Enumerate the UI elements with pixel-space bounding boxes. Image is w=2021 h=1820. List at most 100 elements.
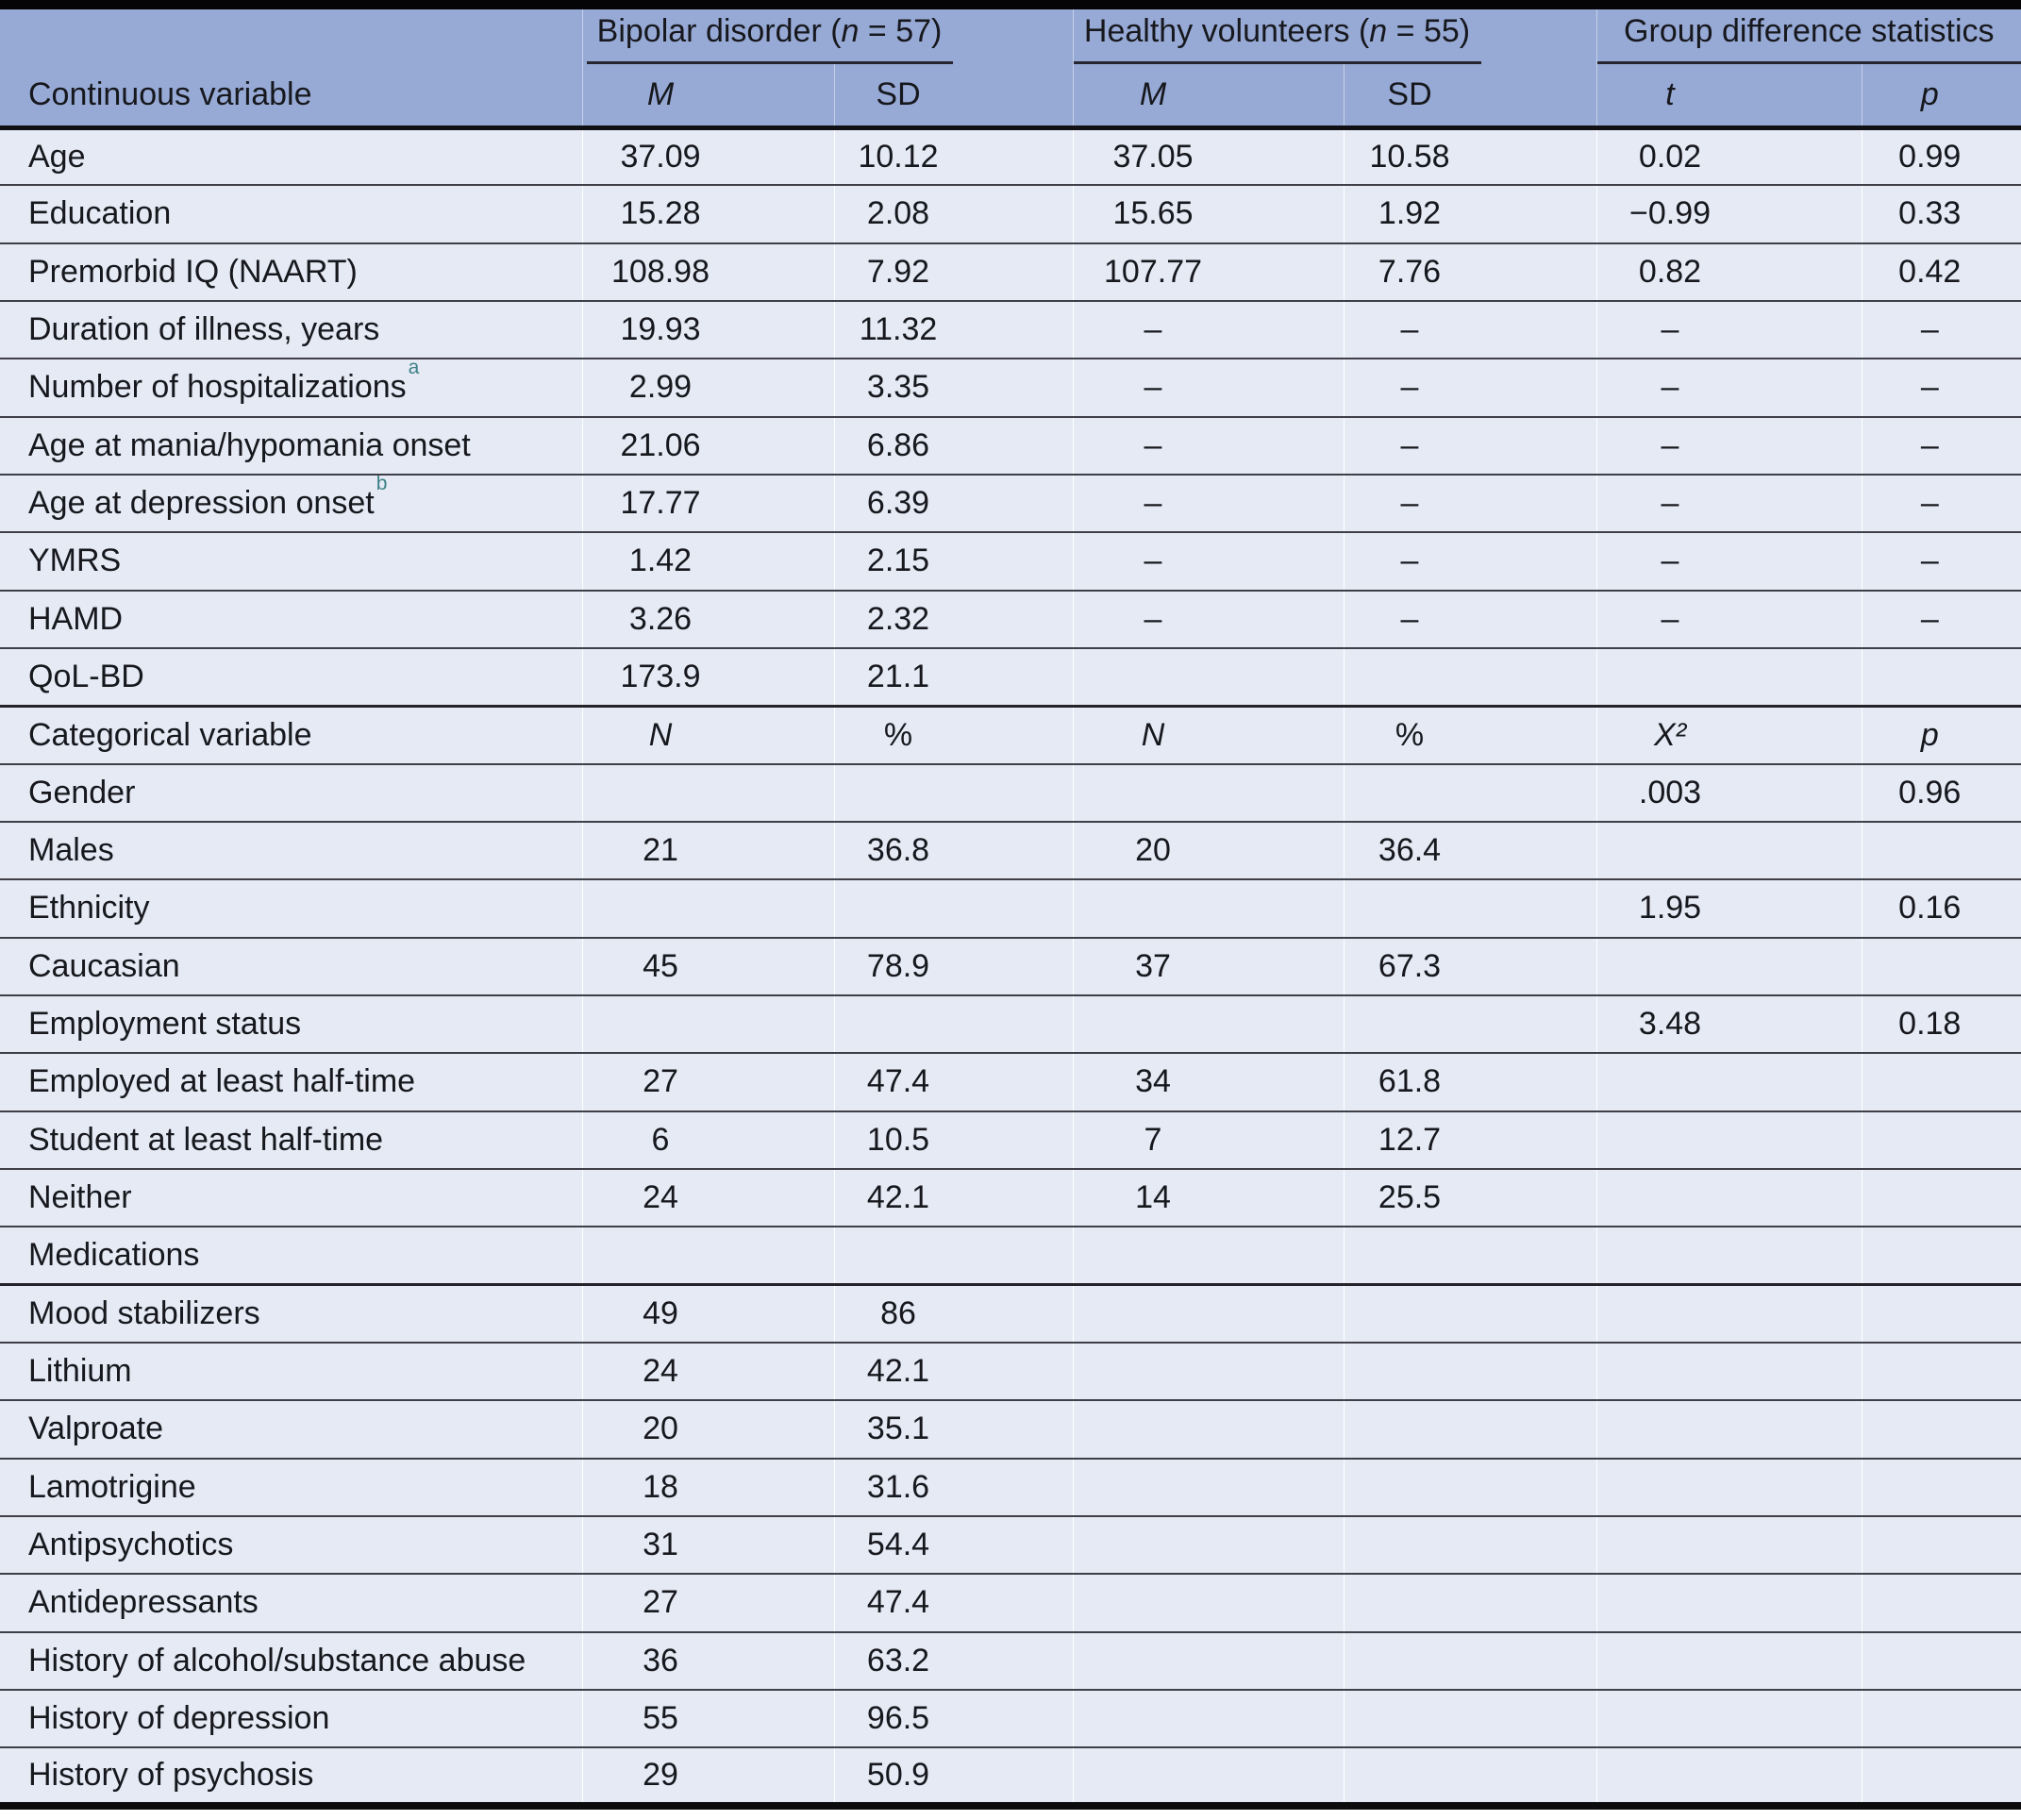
data-cell — [1072, 646, 1345, 707]
data-cell: 36.4 — [1343, 820, 1597, 880]
row-label: Premorbid IQ (NAART) — [0, 242, 582, 301]
data-cell — [1861, 1688, 2021, 1748]
table-row: Antipsychotics 31 54.4 — [0, 1514, 2021, 1575]
data-cell — [1861, 1514, 2021, 1575]
data-cell — [1861, 1573, 2021, 1632]
data-cell: 0.42 — [1861, 242, 2021, 301]
row-label: Antidepressants — [0, 1573, 582, 1632]
row-label: Males — [0, 820, 582, 880]
data-cell: 2.32 — [833, 589, 1074, 648]
row-label: Antipsychotics — [0, 1514, 582, 1575]
row-label-text: Employed at least half-time — [28, 1063, 416, 1100]
row-label-text: Antidepressants — [28, 1584, 259, 1621]
table-body: Age 37.09 10.12 37.05 10.58 0.02 0.99 Education… — [0, 127, 2021, 1810]
group-title-bipolar: Bipolar disorder (n = 57) — [586, 13, 953, 64]
table-row: Education 15.28 2.08 15.65 1.92 −0.99 0.33 — [0, 184, 2021, 243]
row-label-text: Caucasian — [28, 947, 180, 984]
table-row: Age at mania/hypomania onset 21.06 6.86– – –… — [0, 415, 2021, 475]
row-label-text: History of depression — [28, 1700, 330, 1737]
row-label-text: Age at mania/hypomania onset — [28, 426, 471, 463]
data-cell — [1343, 1226, 1597, 1285]
data-cell — [1072, 1399, 1345, 1459]
data-cell — [1861, 1399, 2021, 1459]
data-cell — [1861, 1746, 2021, 1810]
data-cell: 17.77 — [581, 473, 834, 533]
data-cell: 0.02 — [1595, 127, 1862, 186]
data-cell: – — [1072, 531, 1345, 591]
data-cell: 1.42 — [581, 531, 834, 591]
row-label: Number of hospitalizationsa — [0, 358, 582, 417]
data-cell — [1595, 1226, 1862, 1285]
data-cell: 47.4 — [833, 1573, 1074, 1632]
data-cell — [1072, 1573, 1345, 1632]
table-row: History of alcohol/substance abuse 36 63.2 — [0, 1630, 2021, 1690]
data-cell — [1595, 1110, 1862, 1169]
data-cell — [1343, 1514, 1597, 1575]
italic-n: n — [841, 13, 860, 49]
row-label-text: Medications — [28, 1237, 200, 1274]
row-label-text: History of psychosis — [28, 1756, 314, 1793]
data-cell — [1861, 936, 2021, 995]
row-label-text: Neither — [28, 1179, 132, 1216]
data-cell: .003 — [1595, 762, 1862, 822]
data-cell: 10.58 — [1343, 127, 1597, 186]
data-cell — [1595, 1052, 1862, 1111]
data-cell: – — [1343, 531, 1597, 591]
row-label-text: Age — [28, 138, 86, 175]
data-cell — [1595, 1688, 1862, 1748]
data-cell: 18 — [581, 1457, 834, 1516]
data-cell: 1.95 — [1595, 878, 1862, 938]
data-cell: 63.2 — [833, 1630, 1074, 1690]
data-cell: 86 — [833, 1283, 1074, 1343]
row-label: HAMD — [0, 589, 582, 648]
data-cell: 61.8 — [1343, 1052, 1597, 1111]
data-cell — [1595, 1573, 1862, 1632]
data-cell: 0.33 — [1861, 184, 2021, 243]
row-label: Mood stabilizers — [0, 1283, 582, 1343]
column-header-label: Continuous variable — [0, 64, 582, 130]
row-label-text: Lamotrigine — [28, 1468, 196, 1505]
data-cell — [1861, 1630, 2021, 1690]
data-cell — [1072, 1630, 1345, 1690]
data-cell — [1861, 1110, 2021, 1169]
table-row: HAMD 3.26 2.32– – – – — [0, 589, 2021, 648]
row-label: Medications — [0, 1226, 582, 1285]
data-cell: – — [1072, 415, 1345, 475]
row-label: Caucasian — [0, 936, 582, 995]
data-cell: 6.86 — [833, 415, 1074, 475]
table-row: Gender .003 0.96 — [0, 762, 2021, 822]
column-header-p: p — [1861, 64, 2021, 130]
column-header-m-healthy: M — [1072, 64, 1345, 130]
data-cell: 49 — [581, 1283, 834, 1343]
table-row: Duration of illness, years 19.93 11.32– – – – — [0, 299, 2021, 359]
table-row: History of psychosis 29 50.9 — [0, 1746, 2021, 1810]
data-cell: 7.76 — [1343, 242, 1597, 301]
data-cell: 42.1 — [833, 1341, 1074, 1401]
row-label-text: Lithium — [28, 1353, 132, 1390]
table-row: Ethnicity 1.95 0.16 — [0, 878, 2021, 938]
data-cell — [1595, 1457, 1862, 1516]
data-cell — [1595, 936, 1862, 995]
table-row: Medications — [0, 1226, 2021, 1285]
data-cell: 20 — [1072, 820, 1345, 880]
data-cell: 15.65 — [1072, 184, 1345, 243]
table-row: Age 37.09 10.12 37.05 10.58 0.02 0.99 — [0, 127, 2021, 186]
data-cell — [1343, 762, 1597, 822]
data-cell: 2.99 — [581, 358, 834, 417]
row-label-text: Valproate — [28, 1411, 164, 1447]
table-row: Mood stabilizers 49 86 — [0, 1283, 2021, 1343]
data-cell: 11.32 — [833, 299, 1074, 359]
data-cell: 0.16 — [1861, 878, 2021, 938]
data-cell: – — [1343, 473, 1597, 533]
data-cell: 45 — [581, 936, 834, 995]
table-header: Bipolar disorder (n = 57) Healthy volunt… — [0, 5, 2021, 130]
row-label-text: QoL-BD — [28, 658, 144, 694]
data-cell: 0.18 — [1861, 993, 2021, 1054]
group-header-healthy: Healthy volunteers (n = 55) — [1072, 5, 1597, 64]
data-cell: 24 — [581, 1341, 834, 1401]
data-cell — [1861, 1167, 2021, 1227]
data-cell — [1595, 1746, 1862, 1810]
table-row: QoL-BD 173.9 21.1 — [0, 646, 2021, 707]
